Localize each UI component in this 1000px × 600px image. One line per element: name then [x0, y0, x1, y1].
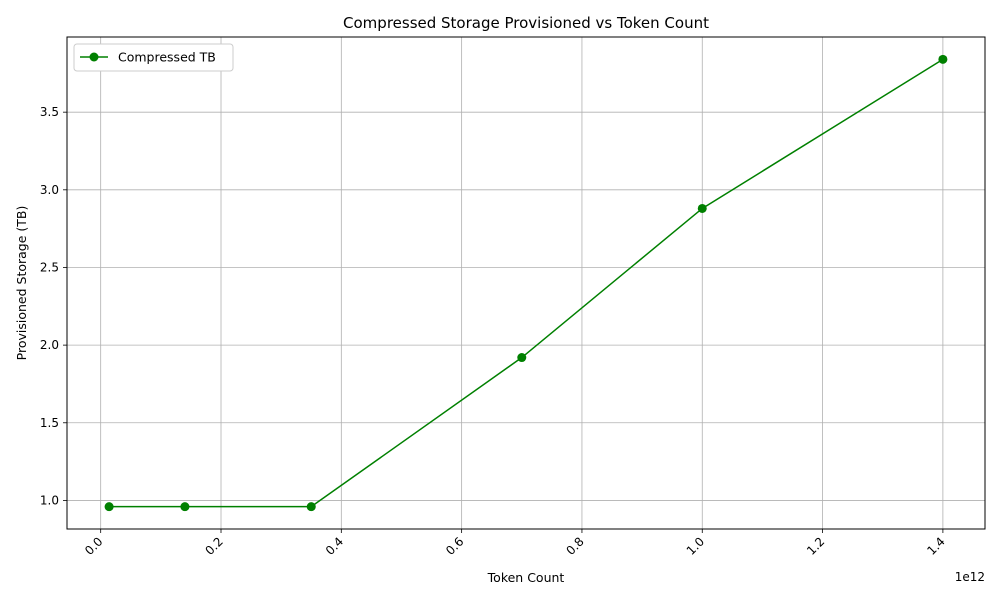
- y-tick-label: 3.0: [40, 183, 59, 197]
- legend-marker-swatch: [89, 52, 99, 62]
- legend-box: [73, 43, 234, 72]
- grid-lines: [67, 37, 985, 529]
- y-axis-label: Provisioned Storage (TB): [14, 206, 29, 361]
- x-axis-label: Token Count: [487, 570, 565, 585]
- data-point: [938, 54, 948, 64]
- y-tick-label: 3.5: [40, 105, 59, 119]
- y-tick-label: 1.5: [40, 416, 59, 430]
- legend: Compressed TB: [73, 43, 234, 72]
- plot-area: [67, 37, 985, 529]
- data-point: [306, 502, 316, 512]
- data-point: [697, 203, 707, 213]
- series-group: [104, 54, 948, 512]
- y-tick-label: 2.5: [40, 260, 59, 274]
- data-point: [180, 502, 190, 512]
- series-line-compressed-tb: [109, 58, 944, 508]
- data-point: [517, 353, 527, 363]
- plot-frame: [66, 36, 986, 530]
- chart-title: Compressed Storage Provisioned vs Token …: [343, 14, 709, 32]
- y-tick-label: 2.0: [40, 338, 59, 352]
- x-axis-offset-label: 1e12: [955, 570, 985, 584]
- legend-entry-compressed-tb: Compressed TB: [118, 50, 216, 65]
- data-point: [104, 502, 114, 512]
- y-tick-label: 1.0: [40, 493, 59, 507]
